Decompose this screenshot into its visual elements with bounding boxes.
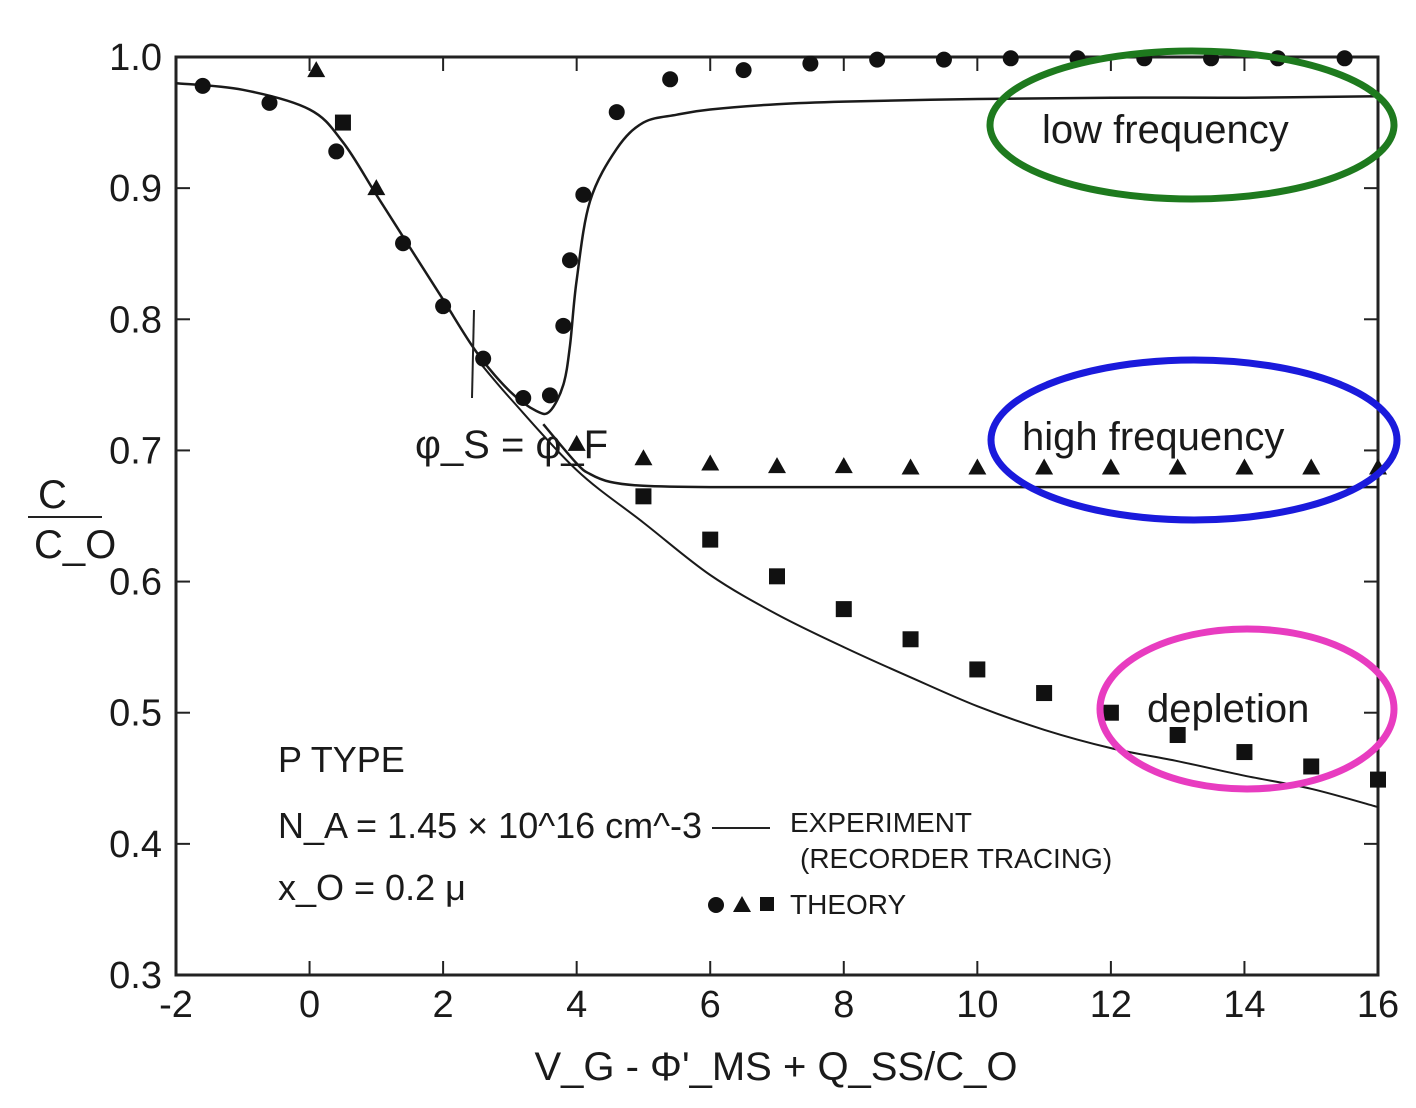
legend-square-marker — [760, 897, 774, 911]
theory-high-frequency-point — [901, 458, 920, 475]
legend-theory-label: THEORY — [790, 889, 906, 920]
theory-high-frequency-point — [701, 454, 720, 471]
low-frequency-label: low frequency — [1042, 108, 1289, 152]
theory-low-frequency-point — [935, 51, 952, 68]
x-tick-label: 12 — [1090, 984, 1132, 1026]
axis-ticks — [175, 56, 1379, 976]
y-axis-label-numerator: C — [38, 473, 67, 517]
low-frequency-ellipse — [986, 47, 1398, 203]
experiment-high-frequency-curve — [542, 423, 1378, 489]
type-label: P TYPE — [278, 739, 405, 780]
y-tick-label: 0.8 — [109, 299, 162, 341]
theory-high-frequency-point — [1235, 458, 1254, 475]
theory-low-frequency-point — [1336, 50, 1353, 67]
theory-depletion-point — [702, 531, 719, 548]
y-tick-label: 0.5 — [109, 693, 162, 735]
legend-triangle-marker — [733, 896, 751, 912]
theory-depletion-point — [1169, 727, 1186, 744]
theory-low-frequency-point — [575, 186, 592, 203]
theory-depletion-point — [635, 488, 652, 505]
depletion-label: depletion — [1147, 687, 1309, 731]
theory-high-frequency-point — [1302, 458, 1321, 475]
theory-depletion-point — [1236, 744, 1253, 761]
na-label: N_A = 1.45 × 10^16 cm^-3 — [278, 805, 702, 846]
theory-low-frequency-point — [515, 389, 532, 406]
theory-depletion-point — [1036, 685, 1053, 702]
x-tick-label: 6 — [700, 984, 721, 1026]
x-tick-label: 2 — [433, 984, 454, 1026]
theory-high-frequency-point — [768, 457, 786, 474]
theory-depletion-point — [902, 631, 919, 648]
theory-low-frequency-point — [735, 62, 752, 79]
theory-depletion-point — [1303, 758, 1320, 775]
theory-depletion-point — [769, 568, 785, 585]
experiment-curves — [175, 81, 1379, 809]
theory-low-frequency-point — [869, 51, 886, 68]
plot-frame — [174, 55, 1380, 977]
theory-low-frequency-point — [328, 143, 345, 160]
theory-low-frequency-point — [194, 77, 211, 94]
phi-label: φ_S = φ_F — [415, 423, 608, 467]
x-tick-labels: -2 0 2 4 6 8 10 12 14 16 — [159, 984, 1399, 1026]
theory-low-frequency-point — [435, 298, 452, 315]
y-tick-label: 0.3 — [109, 955, 162, 997]
theory-high-frequency-point — [1168, 458, 1187, 475]
legend: EXPERIMENT (RECORDER TRACING) THEORY — [708, 807, 1112, 920]
y-tick-label: 0.6 — [109, 562, 162, 604]
theory-low-frequency-point — [1002, 50, 1019, 67]
high-frequency-label: high frequency — [1022, 415, 1284, 459]
x-axis-label: V_G - Φ'_MS + Q_SS/C_O — [534, 1045, 1017, 1089]
theory-depletion-point — [969, 661, 986, 678]
theory-high-frequency-point — [1101, 458, 1120, 475]
theory-depletion-point — [1370, 771, 1386, 788]
theory-depletion-point — [835, 601, 852, 618]
high-frequency-ellipse — [987, 356, 1401, 524]
legend-experiment-label: EXPERIMENT — [790, 807, 972, 838]
x-tick-label: 4 — [566, 984, 587, 1026]
theory-low-frequency-point — [662, 71, 679, 88]
y-tick-label: 0.4 — [109, 824, 162, 866]
theory-high-frequency-point — [307, 61, 326, 78]
experiment-depletion-curve — [475, 357, 1379, 809]
y-axis-label-denominator: C_O — [34, 523, 116, 567]
x-tick-label: 0 — [299, 984, 320, 1026]
y-tick-labels: 0.3 0.4 0.5 0.6 0.7 0.8 0.9 1.0 — [109, 37, 162, 997]
theory-high-frequency-point — [834, 457, 853, 474]
theory-high-frequency-point — [367, 179, 386, 196]
theory-low-frequency-point — [261, 94, 278, 111]
x-tick-label: 14 — [1223, 984, 1265, 1026]
theory-high-frequency-point — [634, 449, 653, 466]
y-tick-label: 1.0 — [109, 37, 162, 79]
theory-low-frequency-point — [608, 104, 625, 121]
x-tick-label: 16 — [1357, 984, 1399, 1026]
legend-circle-marker — [708, 897, 724, 913]
phi-marker-line — [471, 309, 475, 399]
x-tick-label: 10 — [956, 984, 998, 1026]
theory-low-frequency-point — [395, 235, 412, 252]
x-tick-label: -2 — [159, 984, 193, 1026]
theory-high-frequency-point — [1035, 458, 1054, 475]
theory-low-frequency-point — [802, 55, 819, 72]
legend-experiment-sub: (RECORDER TRACING) — [800, 843, 1112, 874]
theory-high-frequency-point — [567, 434, 586, 451]
theory-high-frequency-point — [968, 458, 987, 475]
y-tick-label: 0.9 — [109, 168, 162, 210]
experiment-low-frequency-curve — [175, 81, 1379, 416]
depletion-ellipse — [1096, 625, 1398, 793]
x-tick-label: 8 — [833, 984, 854, 1026]
theory-low-frequency-point — [541, 387, 558, 404]
theory-low-frequency-point — [475, 350, 492, 367]
xo-label: x_O = 0.2 μ — [278, 867, 466, 908]
theory-depletion-point — [1102, 704, 1119, 721]
theory-low-frequency-point — [555, 317, 572, 334]
theory-depletion-point — [334, 114, 351, 131]
y-tick-label: 0.7 — [109, 430, 162, 472]
theory-low-frequency-point — [561, 252, 578, 269]
